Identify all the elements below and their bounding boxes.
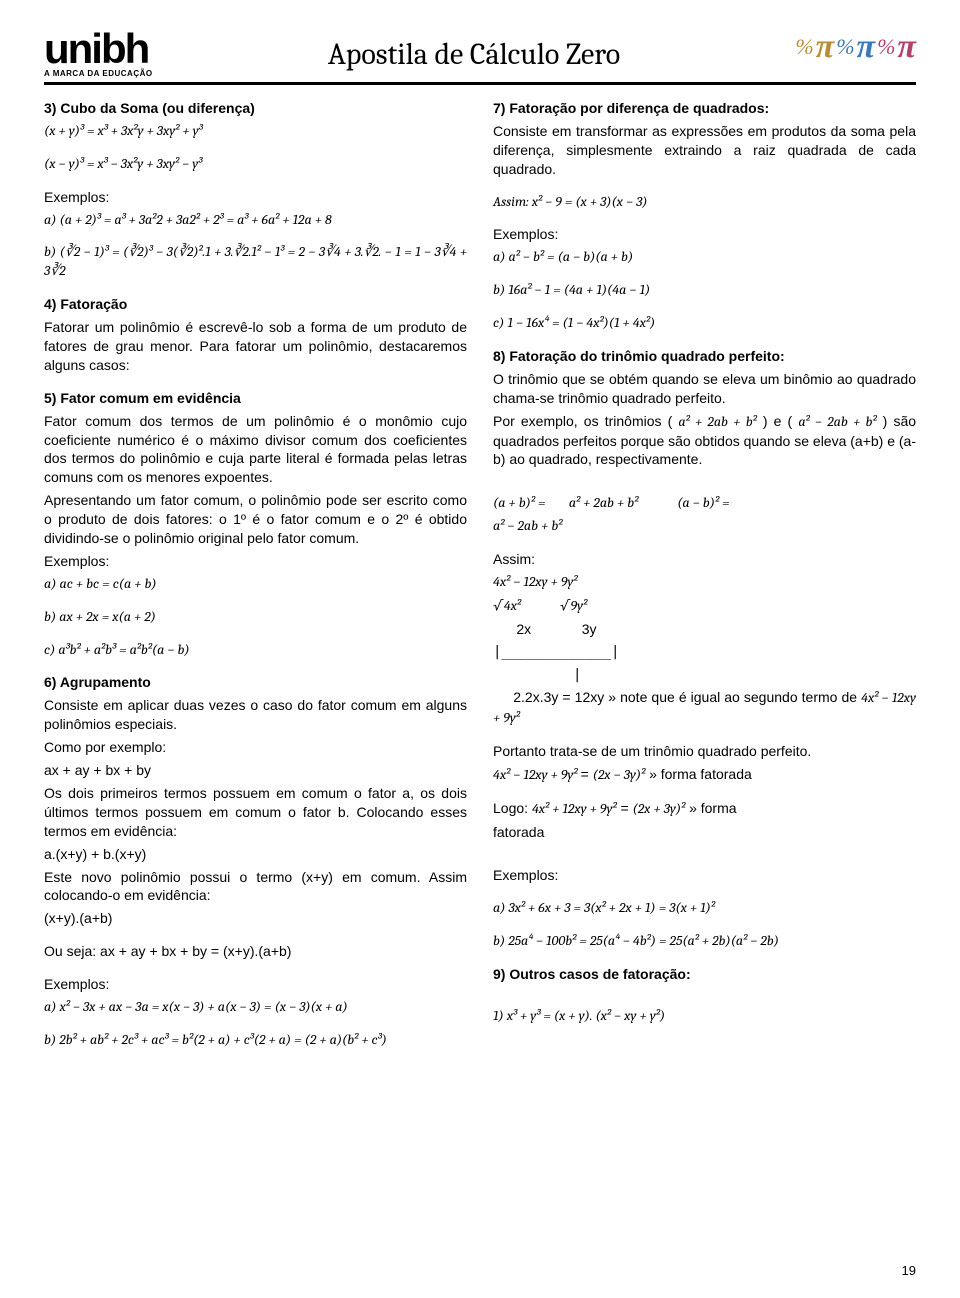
s8-logo-tag2: fatorada (493, 823, 916, 842)
s8-eq1-rhs: a² + 2ab + b² (569, 494, 638, 511)
percent-icon: % (877, 34, 895, 60)
s6-ex-a: a) x² − 3x + ax − 3a = x(x − 3) + a(x − … (44, 998, 467, 1017)
examples-label: Exemplos: (44, 552, 467, 571)
s8-expansion-line: (a + b)² = a² + 2ab + b² (a − b)² = (493, 493, 916, 513)
logo-main-text: unibh (44, 28, 153, 70)
s6-ex-b: b) 2b² + ab² + 2c³ + ac³ = b²(2 + a) + c… (44, 1031, 467, 1050)
s6-body-4: Os dois primeiros termos possuem em comu… (44, 784, 467, 841)
s7-ex-a: a) a² − b² = (a − b)(a + b) (493, 248, 916, 267)
s6-body-6: Este novo polinômio possui o termo (x+y)… (44, 868, 467, 906)
s8-sqrt-line: √4x² √9y² (493, 596, 916, 616)
section-5-body-2: Apresentando um fator comum, o polinômio… (44, 491, 467, 548)
s8-ff-l: 4x² − 12xy + 9y² (493, 766, 581, 783)
s8-body-2m1: a² + 2ab + b² (678, 413, 756, 430)
s8-logo-l: 4x² + 12xy + 9y² (532, 800, 617, 817)
section-4-body: Fatorar um polinômio é escrevê-lo sob a … (44, 318, 467, 375)
logo: unibh A MARCA DA EDUCAÇÃO (44, 28, 153, 78)
s8-logo-tag1: » forma (689, 800, 736, 816)
section-8-head: 8) Fatoração do trinômio quadrado perfei… (493, 347, 916, 366)
s8-body-1: O trinômio que se obtém quando se eleva … (493, 370, 916, 408)
s8-logo-eq: = (620, 800, 632, 816)
s7-assim: Assim: x² − 9 = (x + 3)(x − 3) (493, 193, 916, 212)
s8-fatorada-1: 4x² − 12xy + 9y² = (2x − 3y)² » forma fa… (493, 765, 916, 785)
s8-portanto: Portanto trata-se de um trinômio quadrad… (493, 742, 916, 761)
s8-eq2-lhs: (a − b)² = (677, 494, 729, 511)
s6-body-8: Ou seja: ax + ay + bx + by = (x+y).(a+b) (44, 942, 467, 961)
s6-body-3: ax + ay + bx + by (44, 761, 467, 780)
eq-cube-diff: (x − y)³ = x³ − 3x²y + 3xy² − y³ (44, 155, 467, 174)
s3-ex-b: b) (∛2 − 1)³ = (∛2)³ − 3(∛2)².1 + 3.∛2.1… (44, 243, 467, 281)
s7-ex-c: c) 1 − 16x⁴ = (1 − 4x²)(1 + 4x²) (493, 314, 916, 333)
logo-sub-text: A MARCA DA EDUCAÇÃO (44, 70, 153, 78)
s8-bar: |_____________| (493, 643, 916, 662)
page: unibh A MARCA DA EDUCAÇÃO Apostila de Cá… (0, 0, 960, 1298)
examples-label: Exemplos: (44, 188, 467, 207)
s8-logo-r: (2x + 3y)² (633, 800, 686, 817)
s8-ex-a: a) 3x² + 6x + 3 = 3(x² + 2x + 1) = 3(x +… (493, 899, 916, 918)
section-4-head: 4) Fatoração (44, 295, 467, 314)
s8-body-2: Por exemplo, os trinômios ( a² + 2ab + b… (493, 412, 916, 470)
s6-body-1: Consiste em aplicar duas vezes o caso do… (44, 696, 467, 734)
s8-sqrt-b: √9y² (560, 597, 587, 614)
s8-2x3y-line: 2x 3y (493, 620, 916, 639)
s8-logo-line: Logo: 4x² + 12xy + 9y² = (2x + 3y)² » fo… (493, 799, 916, 819)
s8-note-a: 2.2x.3y = 12xy » note que é igual ao seg… (513, 689, 861, 705)
section-5-head: 5) Fator comum em evidência (44, 389, 467, 408)
s8-body-2a: Por exemplo, os trinômios ( (493, 413, 678, 429)
eq-cube-sum: (x + y)³ = x³ + 3x²y + 3xy² + y³ (44, 122, 467, 141)
s8-assim-label: Assim: (493, 550, 916, 569)
s8-sqrt-a: √4x² (493, 597, 521, 614)
section-3-head: 3) Cubo da Soma (ou diferença) (44, 99, 467, 118)
percent-icon: % (795, 34, 813, 60)
section-6-head: 6) Agrupamento (44, 673, 467, 692)
pi-icon: π (816, 28, 835, 66)
page-number: 19 (902, 1263, 916, 1278)
s7-ex-b: b) 16a² − 1 = (4a + 1)(4a − 1) (493, 281, 916, 300)
s5-ex-c: c) a³b² + a²b³ = a²b²(a − b) (44, 641, 467, 660)
pi-art: % π % π % π (795, 28, 916, 66)
examples-label: Exemplos: (493, 866, 916, 885)
section-5-body-1: Fator comum dos termos de um polinômio é… (44, 412, 467, 488)
percent-icon: % (836, 34, 854, 60)
s8-ex-b: b) 25a⁴ − 100b² = 25(a⁴ − 4b²) = 25(a² +… (493, 932, 916, 951)
s8-logo-lbl: Logo: (493, 800, 532, 816)
page-header: unibh A MARCA DA EDUCAÇÃO Apostila de Cá… (44, 28, 916, 85)
s6-body-5: a.(x+y) + b.(x+y) (44, 845, 467, 864)
section-7-body: Consiste em transformar as expressões em… (493, 122, 916, 179)
right-column: 7) Fatoração por diferença de quadrados:… (493, 99, 916, 1054)
s8-eq1-lhs: (a + b)² = (493, 494, 545, 511)
s8-ff-eq: = (581, 766, 593, 782)
s9-eq-1: 1) x³ + y³ = (x + y). (x² − xy + y²) (493, 1007, 916, 1026)
s5-ex-b: b) ax + 2x = x(a + 2) (44, 608, 467, 627)
examples-label: Exemplos: (44, 975, 467, 994)
pi-icon: π (857, 28, 876, 66)
s8-bar-2: | (493, 666, 916, 685)
left-column: 3) Cubo da Soma (ou diferença) (x + y)³ … (44, 99, 467, 1054)
s3-ex-a: a) (a + 2)³ = a³ + 3a²2 + 3a2² + 2³ = a³… (44, 211, 467, 230)
s5-ex-a: a) ac + bc = c(a + b) (44, 575, 467, 594)
page-title: Apostila de Cálculo Zero (328, 37, 620, 78)
section-7-head: 7) Fatoração por diferença de quadrados: (493, 99, 916, 118)
s8-2x: 2x (516, 621, 531, 637)
body-columns: 3) Cubo da Soma (ou diferença) (x + y)³ … (44, 99, 916, 1054)
s8-body-2b: ) e ( (763, 413, 792, 429)
s8-ff-r: (2x − 3y)² (593, 766, 646, 783)
s8-body-2m2: a² − 2ab + b² (798, 413, 876, 430)
s8-3y: 3y (582, 621, 597, 637)
s6-body-2: Como por exemplo: (44, 738, 467, 757)
s8-eq2-rhs: a² − 2ab + b² (493, 517, 916, 536)
s8-line-top: 4x² − 12xy + 9y² (493, 573, 916, 592)
s6-body-7: (x+y).(a+b) (44, 909, 467, 928)
s8-note: 2.2x.3y = 12xy » note que é igual ao seg… (493, 688, 916, 728)
section-9-head: 9) Outros casos de fatoração: (493, 965, 916, 984)
s8-ff-tag: » forma fatorada (649, 766, 752, 782)
pi-icon: π (897, 28, 916, 66)
examples-label: Exemplos: (493, 225, 916, 244)
